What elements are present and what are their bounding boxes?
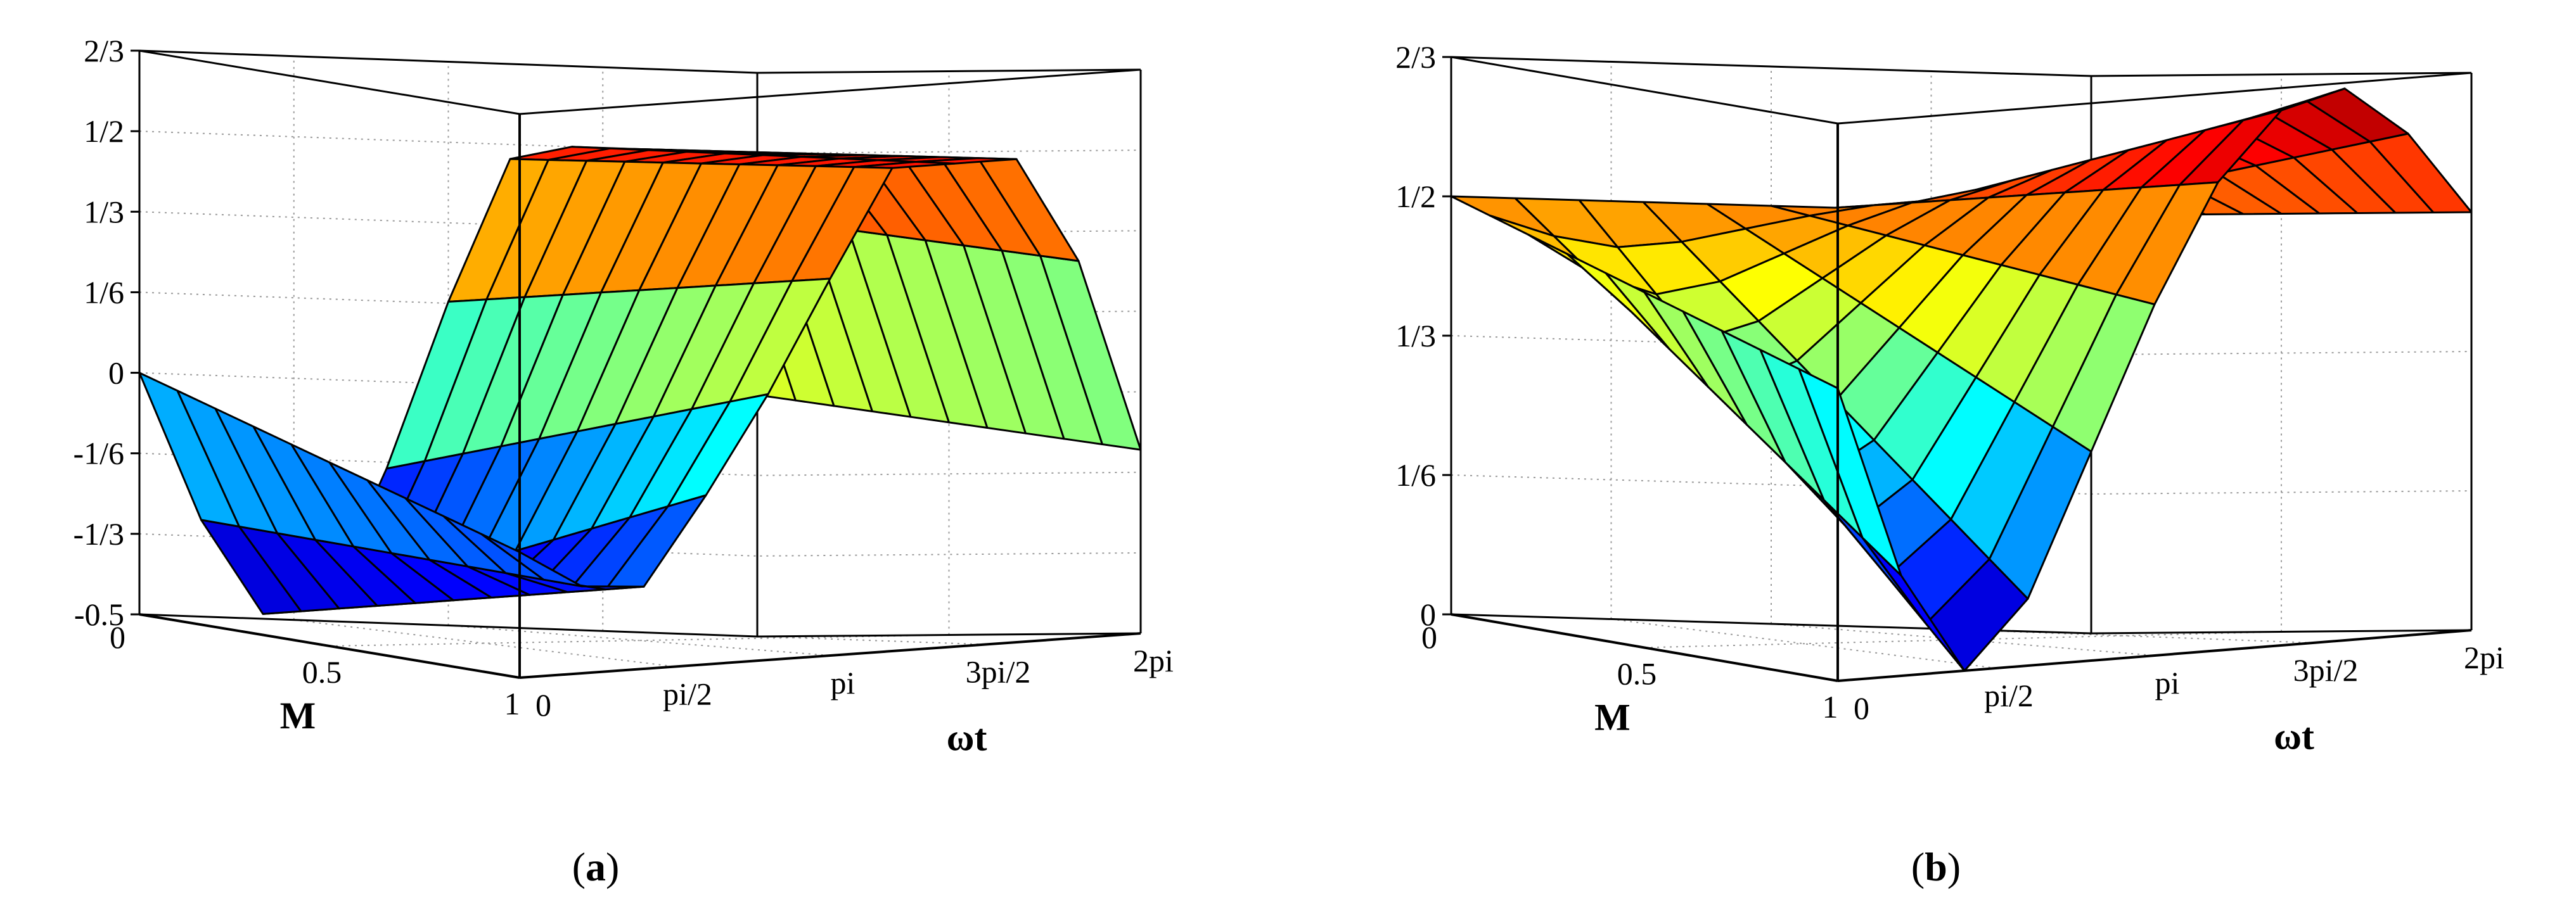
omega-t-tick-label: pi/2 — [1984, 678, 2034, 713]
surface-patch — [1798, 368, 1902, 577]
gridline — [1451, 56, 2472, 77]
box-edge — [139, 49, 520, 115]
z-tick-label: -0.5 — [74, 597, 124, 632]
box-edge — [139, 613, 520, 679]
omega-t-tick-label: 2pi — [1133, 643, 1174, 678]
z-tick-label: 2/3 — [84, 33, 124, 68]
z-tick-label: -1/6 — [73, 436, 124, 471]
z-tick-label: 0 — [1420, 597, 1436, 632]
box-edge — [1837, 72, 2472, 125]
omega-t-tick-label: 2pi — [2464, 640, 2504, 675]
m-tick-label: 1 — [504, 686, 520, 721]
z-tick-label: 2/3 — [1395, 39, 1436, 75]
z-tick-label: 1/6 — [1395, 457, 1436, 493]
omega-t-axis-label: ωt — [2274, 715, 2314, 757]
panel-a: -0.5-1/3-1/601/61/31/22/300.51 0 pi/2 pi 3pi… — [73, 33, 1174, 759]
surface — [138, 146, 1142, 615]
z-tick-label: -1/3 — [73, 516, 124, 552]
panel-label-b: (b) — [1911, 844, 1961, 889]
gridline — [293, 619, 676, 668]
surface — [1450, 87, 2473, 672]
m-tick-label: 0.5 — [302, 654, 342, 690]
gridline — [1771, 623, 2155, 656]
m-axis-label: M — [1594, 696, 1631, 738]
omega-t-tick-label: 0 — [535, 687, 551, 723]
box-edge — [1451, 56, 1838, 125]
box-edge — [2091, 629, 2472, 635]
box-edge — [1451, 56, 2092, 77]
omega-t-tick-label: 3pi/2 — [966, 654, 1031, 690]
box-edge — [519, 68, 1141, 115]
omega-t-tick-label: pi — [2155, 665, 2180, 700]
gridline — [448, 624, 831, 656]
m-tick-label: 0.5 — [1617, 656, 1657, 692]
box-edge — [519, 632, 1141, 679]
box-edge — [757, 632, 1141, 638]
z-axis-ticks: 0 1/6 1/3 1/2 2/3 — [1395, 39, 1451, 632]
surface-patch — [480, 533, 583, 588]
z-axis-ticks: -0.5 -1/3 -1/6 0 1/6 1/3 1/2 2/3 — [73, 33, 139, 632]
box-edge — [757, 68, 1141, 74]
box-edge — [2091, 72, 2472, 77]
z-tick-label: 1/6 — [84, 274, 124, 310]
omega-t-tick-label: 0 — [1854, 690, 1869, 726]
m-tick-label: 0 — [1421, 619, 1437, 655]
omega-t-tick-label: pi — [831, 665, 855, 700]
panel-label-a: (a) — [572, 844, 620, 889]
z-tick-label: 1/2 — [1395, 179, 1436, 214]
box-edge — [1451, 613, 1838, 682]
m-tick-label: 0 — [110, 619, 125, 655]
omega-t-axis-label: ωt — [947, 717, 987, 759]
box-edge — [1837, 629, 2472, 682]
m-tick-label: 1 — [1823, 689, 1838, 725]
z-tick-label: 0 — [108, 355, 124, 391]
omega-t-tick-label: pi/2 — [663, 676, 712, 712]
omega-t-tick-label: 3pi/2 — [2293, 652, 2359, 688]
z-tick-label: 1/3 — [1395, 318, 1436, 353]
gridline — [329, 634, 949, 647]
box-edge — [139, 613, 758, 638]
box-edge — [139, 49, 758, 74]
axes-box — [1450, 56, 2473, 635]
z-tick-label: 1/2 — [84, 113, 124, 149]
m-axis-label: M — [280, 695, 316, 737]
gridline — [1611, 618, 1997, 669]
z-tick-label: 1/3 — [84, 194, 124, 229]
